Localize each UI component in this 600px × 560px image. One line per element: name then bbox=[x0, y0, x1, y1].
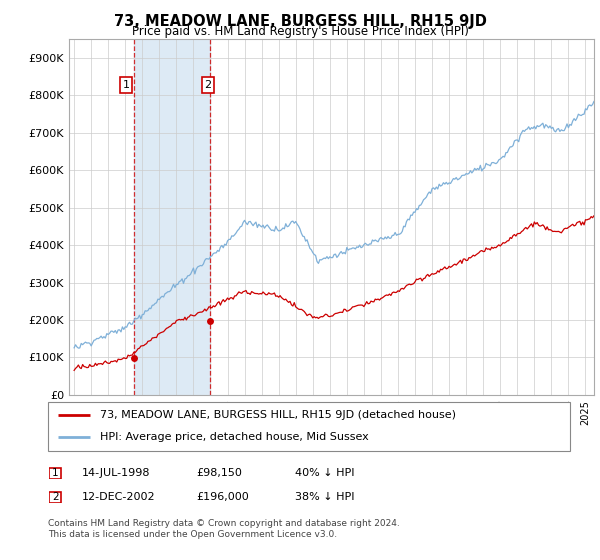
Text: 14-JUL-1998: 14-JUL-1998 bbox=[82, 468, 151, 478]
Text: 12-DEC-2002: 12-DEC-2002 bbox=[82, 492, 156, 502]
Text: 1: 1 bbox=[52, 468, 59, 478]
Text: HPI: Average price, detached house, Mid Sussex: HPI: Average price, detached house, Mid … bbox=[100, 432, 369, 442]
Text: 40% ↓ HPI: 40% ↓ HPI bbox=[295, 468, 355, 478]
Text: Price paid vs. HM Land Registry's House Price Index (HPI): Price paid vs. HM Land Registry's House … bbox=[131, 25, 469, 38]
Text: 38% ↓ HPI: 38% ↓ HPI bbox=[295, 492, 355, 502]
Text: £98,150: £98,150 bbox=[196, 468, 242, 478]
FancyBboxPatch shape bbox=[48, 402, 570, 451]
Text: 2: 2 bbox=[52, 492, 59, 502]
FancyBboxPatch shape bbox=[49, 468, 61, 479]
Text: 73, MEADOW LANE, BURGESS HILL, RH15 9JD: 73, MEADOW LANE, BURGESS HILL, RH15 9JD bbox=[113, 14, 487, 29]
Text: Contains HM Land Registry data © Crown copyright and database right 2024.
This d: Contains HM Land Registry data © Crown c… bbox=[48, 519, 400, 539]
Text: 1: 1 bbox=[122, 80, 130, 90]
Text: 2: 2 bbox=[205, 80, 212, 90]
FancyBboxPatch shape bbox=[49, 492, 61, 503]
Bar bbox=[134, 39, 209, 395]
Text: £196,000: £196,000 bbox=[196, 492, 249, 502]
Text: 73, MEADOW LANE, BURGESS HILL, RH15 9JD (detached house): 73, MEADOW LANE, BURGESS HILL, RH15 9JD … bbox=[100, 410, 456, 420]
